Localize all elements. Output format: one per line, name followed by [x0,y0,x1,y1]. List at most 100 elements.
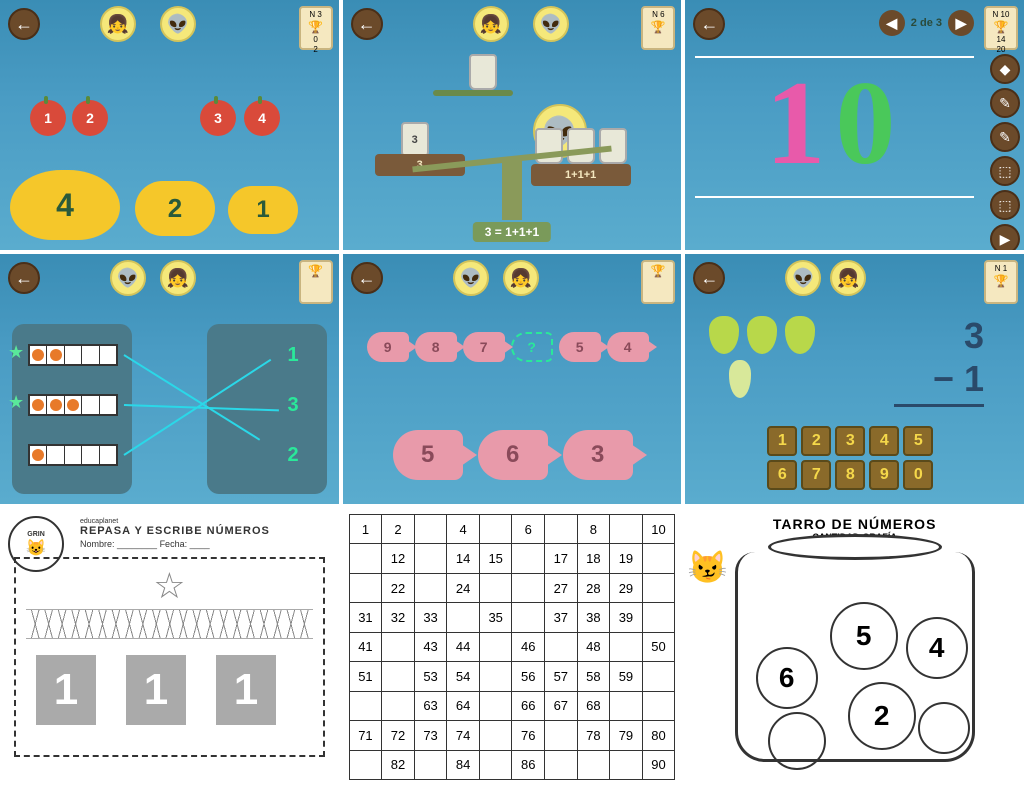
pear-icon [709,316,739,354]
back-button[interactable]: ← [351,8,383,40]
apple[interactable]: 1 [30,100,66,136]
grid-cell [642,573,675,602]
grid-cell [479,515,512,544]
grid-cell: 29 [610,573,643,602]
grid-cell: 31 [349,603,382,632]
number-tile[interactable]: 3 [835,426,865,456]
grid-cell: 12 [382,544,415,573]
grid-cell [545,632,578,661]
avatar-alien: 👽 [160,6,196,42]
traced-digit[interactable]: 1 [765,54,825,192]
tool-button[interactable]: ✎ [990,122,1020,152]
jar-label: 3 [412,134,418,146]
number-tile[interactable]: 0 [903,460,933,490]
score-level: N 6 [652,10,664,19]
score-level: N 10 [993,10,1010,19]
grid-cell: 22 [382,573,415,602]
next-arrow-icon[interactable]: ▶ [948,10,974,36]
jar[interactable] [567,128,595,164]
pear-icon [747,316,777,354]
grid-cell [479,573,512,602]
traced-digit[interactable]: 0 [835,54,895,192]
back-button[interactable]: ← [693,262,725,294]
grid-cell [642,544,675,573]
grid-cell: 90 [642,750,675,780]
number-table: 1246810121415171819222427282931323335373… [349,514,676,780]
answer-fish[interactable]: 6 [478,430,548,480]
grid-cell [349,544,382,573]
fish-answer[interactable]: 2 [135,181,215,236]
worksheet-title: REPASA Y ESCRIBE NÚMEROS [80,525,329,537]
grid-cell: 63 [414,691,447,720]
avatar-alien: 👽 [110,260,146,296]
worksheet-number-grid: 1246810121415171819222427282931323335373… [343,508,682,786]
prev-arrow-icon[interactable]: ◀ [879,10,905,36]
jar[interactable] [469,54,497,90]
tool-button[interactable]: ◆ [990,54,1020,84]
answer-fish[interactable]: 5 [393,430,463,480]
grid-cell: 57 [545,662,578,691]
avatar-girl: 👧 [100,6,136,42]
sequence-fish: 7 [463,332,505,362]
back-button[interactable]: ← [8,262,40,294]
grid-cell [610,691,643,720]
apple[interactable]: 4 [244,100,280,136]
fish-answer[interactable]: 4 [10,170,120,240]
number-tile[interactable]: 4 [869,426,899,456]
number-tile[interactable]: 5 [903,426,933,456]
apple[interactable]: 3 [200,100,236,136]
number-tile[interactable]: 1 [767,426,797,456]
mascot-icon: 😼 [688,548,728,586]
tool-button[interactable]: ▶ [990,224,1020,250]
back-button[interactable]: ← [693,8,725,40]
sequence-slot[interactable]: ? [511,332,553,362]
apple-num: 2 [86,110,94,126]
match-target[interactable]: 2 [288,444,299,467]
number-tile[interactable]: 2 [801,426,831,456]
avatar-alien: 👽 [453,260,489,296]
number-box: 1 [126,655,186,725]
date-label: Fecha: [160,539,188,549]
pear-icon [785,316,815,354]
number-tile[interactable]: 9 [869,460,899,490]
grid-cell: 4 [447,515,480,544]
grid-cell: 71 [349,721,382,750]
ten-frame[interactable] [28,444,118,466]
score-b: 20 [997,45,1006,54]
answer-fish[interactable]: 3 [563,430,633,480]
fish-answer[interactable]: 1 [228,186,298,234]
match-target[interactable]: 1 [288,344,299,367]
pear-eaten-icon [729,360,751,398]
back-button[interactable]: ← [8,8,40,40]
number-circle [918,702,970,754]
number-tile[interactable]: 6 [767,460,797,490]
number-tile[interactable]: 7 [801,460,831,490]
tool-button[interactable]: ✎ [990,88,1020,118]
grid-cell [610,632,643,661]
apple[interactable]: 2 [72,100,108,136]
tool-button[interactable]: ⬚ [990,156,1020,186]
back-button[interactable]: ← [351,262,383,294]
fish-num: 1 [256,196,269,224]
score-a: 0 [313,35,317,44]
trophy-icon: 🏆 [308,20,323,34]
ten-frame[interactable] [28,394,118,416]
grid-cell [642,662,675,691]
number-tile[interactable]: 8 [835,460,865,490]
activity-sequence: ← 👽 👧 🏆 987?54 5 6 3 [343,254,682,504]
grid-cell [479,691,512,720]
jar[interactable]: 3 [401,122,429,158]
star-icon: ★ [8,342,24,363]
ten-frame[interactable] [28,344,118,366]
tool-button[interactable]: ⬚ [990,190,1020,220]
num: 5 [421,441,434,469]
zigzag-trace [26,609,313,639]
fish-num: 2 [168,193,182,224]
match-target[interactable]: 3 [288,394,299,417]
grid-cell: 82 [382,750,415,780]
grid-cell [479,721,512,750]
grid-cell: 76 [512,721,545,750]
grid-cell [382,691,415,720]
grid-cell [479,750,512,780]
balance-plate-right: 1+1+1 [531,164,631,186]
